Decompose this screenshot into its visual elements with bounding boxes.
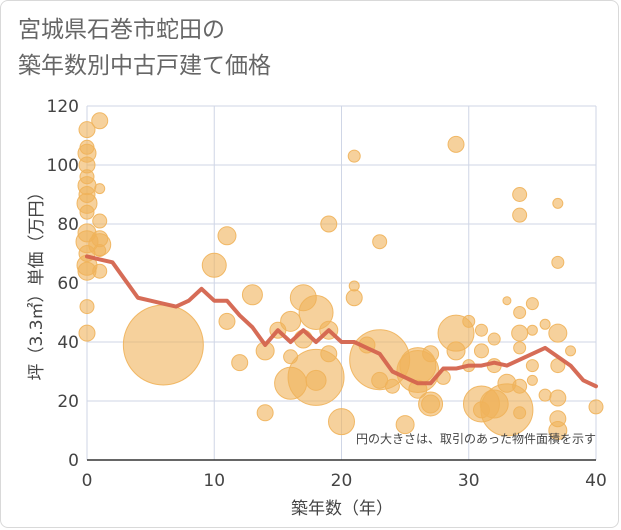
bubble-21 (93, 244, 107, 258)
bubble-83 (526, 324, 538, 336)
bubble-44 (347, 149, 361, 163)
bubble-88 (552, 197, 564, 209)
y-tick-label-5: 100 (47, 156, 79, 176)
y-tick-label-1: 20 (57, 392, 79, 412)
bubble-81 (513, 406, 527, 420)
x-tick-label-4: 40 (585, 471, 607, 491)
trend-line (85, 254, 598, 389)
bubble-8 (79, 204, 95, 220)
x-axis-title: 築年数（年） (291, 499, 393, 519)
bubble-24 (201, 252, 227, 278)
bubble-42 (320, 345, 338, 363)
bubble-27 (231, 354, 249, 372)
bubble-18 (92, 213, 108, 229)
bubble-95 (565, 345, 577, 357)
bubble-74 (480, 383, 534, 437)
bubble-39 (305, 369, 327, 391)
chart-title-line1: 宮城県石巻市蛇田の (18, 17, 225, 43)
bubble-90 (548, 323, 568, 343)
bubble-65 (474, 323, 488, 337)
bubble-56 (422, 345, 440, 363)
bubble-25 (217, 226, 237, 246)
bubble-46 (345, 289, 363, 307)
bubble-89 (551, 255, 565, 269)
bubble-26 (218, 312, 236, 330)
bubble-50 (371, 371, 389, 389)
bubble-87 (538, 388, 552, 402)
bubble-72 (502, 296, 512, 306)
y-axis-title: 坪（3.3㎡）単価（万円） (27, 183, 47, 380)
y-tick-label-4: 80 (57, 215, 79, 235)
bubble-37 (298, 295, 334, 330)
bubble-82 (525, 297, 539, 311)
bubble-77 (513, 306, 527, 319)
bubble-96 (588, 399, 604, 415)
bubble-86 (539, 318, 551, 330)
bubble-58 (421, 394, 441, 414)
bubble-32 (280, 310, 302, 332)
bubble-43 (328, 408, 355, 436)
bubble-63 (462, 314, 476, 328)
bubble-16 (91, 112, 109, 130)
bubble-85 (526, 374, 538, 386)
chart-title: 宮城県石巻市蛇田の 築年数別中古戸建て価格 (18, 12, 271, 84)
bubble-size-note: 円の大きさは、取引のあった物件面積を示す (356, 431, 596, 446)
x-tick-label-1: 10 (203, 471, 225, 491)
bubble-60 (447, 135, 465, 153)
bubble-92 (549, 389, 567, 407)
bubble-14 (79, 299, 95, 315)
bubble-80 (512, 378, 528, 394)
bubble-69 (487, 332, 501, 346)
trend-line-layer (85, 254, 598, 389)
bubble-15 (78, 324, 96, 342)
bubble-23 (122, 304, 204, 386)
bubble-66 (473, 343, 489, 359)
x-tick-label-2: 20 (331, 471, 353, 491)
bubble-22 (92, 263, 108, 279)
y-tick-label-6: 120 (47, 97, 79, 117)
bubble-30 (256, 404, 274, 422)
bubble-0 (78, 121, 96, 139)
bubble-51 (384, 378, 400, 394)
y-tick-label-0: 0 (68, 451, 79, 471)
bubble-17 (94, 183, 106, 195)
y-tick-label-2: 40 (57, 333, 79, 353)
chart-title-line2: 築年数別中古戸建て価格 (18, 53, 271, 79)
bubble-76 (512, 207, 528, 223)
bubble-40 (320, 215, 338, 233)
bubble-84 (525, 359, 539, 373)
axes: 0 20 40 60 80 100 120 0 10 20 30 40 (47, 97, 607, 491)
y-tick-label-3: 60 (57, 274, 79, 294)
bubble-48 (372, 234, 388, 250)
bubble-75 (512, 187, 528, 202)
x-tick-label-3: 30 (458, 471, 480, 491)
bubble-62 (446, 341, 466, 361)
bubble-79 (513, 341, 527, 355)
x-tick-label-0: 0 (82, 471, 93, 491)
bubble-78 (511, 324, 529, 342)
bubble-94 (548, 421, 568, 440)
bubble-28 (241, 284, 263, 306)
bubbles (75, 112, 604, 440)
bubble-52 (395, 415, 415, 435)
